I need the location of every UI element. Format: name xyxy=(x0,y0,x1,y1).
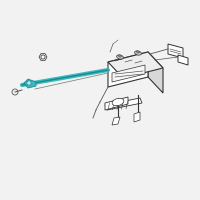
Polygon shape xyxy=(178,55,188,65)
Polygon shape xyxy=(134,112,140,122)
Polygon shape xyxy=(168,44,183,58)
Polygon shape xyxy=(24,79,36,88)
Polygon shape xyxy=(39,54,47,60)
Polygon shape xyxy=(112,117,120,125)
Polygon shape xyxy=(105,98,142,110)
Ellipse shape xyxy=(119,55,121,57)
Ellipse shape xyxy=(117,55,123,59)
Ellipse shape xyxy=(137,51,139,53)
Polygon shape xyxy=(108,52,163,78)
Circle shape xyxy=(27,81,31,85)
Polygon shape xyxy=(148,52,163,93)
Ellipse shape xyxy=(135,51,141,55)
Ellipse shape xyxy=(112,98,124,106)
Circle shape xyxy=(41,55,45,59)
Polygon shape xyxy=(112,65,145,82)
Polygon shape xyxy=(108,52,148,87)
Polygon shape xyxy=(105,97,128,110)
